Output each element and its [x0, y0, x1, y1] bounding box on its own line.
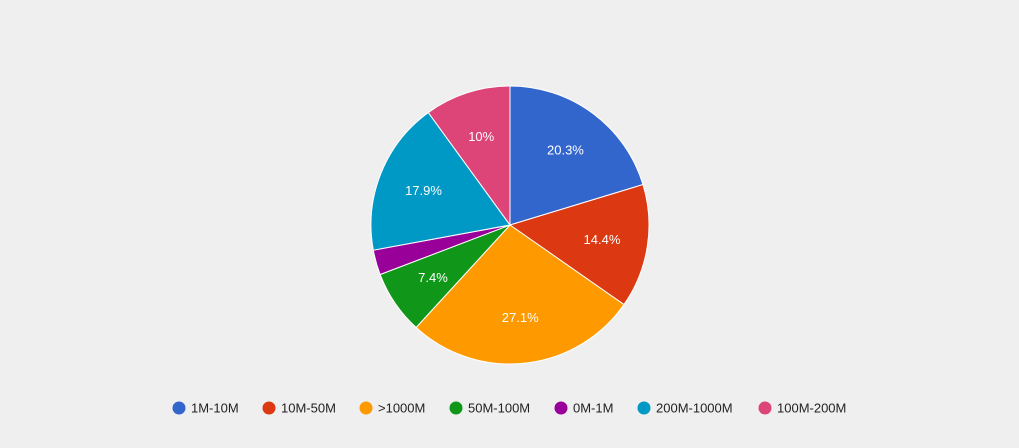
- slice-label-over-1000m: 27.1%: [502, 310, 539, 325]
- legend-label: 10M-50M: [281, 401, 336, 416]
- legend-item-200m-1000m[interactable]: 200M-1000M: [637, 401, 733, 416]
- pie-slice-10m-50m[interactable]: [508, 183, 650, 306]
- legend-swatch: [758, 401, 772, 415]
- legend-swatch: [449, 401, 463, 415]
- pie-slice-100m-200m[interactable]: [427, 85, 511, 227]
- pie-slice-over-1000m[interactable]: [415, 224, 625, 365]
- legend-swatch: [359, 401, 373, 415]
- legend-item-10m-50m[interactable]: 10M-50M: [262, 401, 336, 416]
- legend-swatch: [554, 401, 568, 415]
- legend-item-over-1000m[interactable]: >1000M: [359, 401, 426, 416]
- legend-label: 0M-1M: [573, 401, 613, 416]
- legend: 1M-10M 10M-50M >1000M 50M-100M 0M-1M 200M-100…: [172, 401, 847, 416]
- slice-label-50m-100m: 7.4%: [418, 270, 448, 285]
- slice-label-200m-1000m: 17.9%: [405, 183, 442, 198]
- pie-slice-labels: 20.3% 14.4% 27.1% 7.4% 17.9% 10%: [405, 129, 621, 325]
- legend-label: >1000M: [378, 401, 425, 416]
- pie-slice-200m-1000m[interactable]: [370, 111, 511, 251]
- slice-label-100m-200m: 10%: [468, 129, 494, 144]
- legend-item-50m-100m[interactable]: 50M-100M: [449, 401, 531, 416]
- legend-label: 200M-1000M: [656, 401, 733, 416]
- pie-slice-1m-10m[interactable]: [509, 85, 644, 226]
- legend-swatch: [262, 401, 276, 415]
- legend-label: 1M-10M: [191, 401, 239, 416]
- legend-item-0m-1m[interactable]: 0M-1M: [554, 401, 614, 416]
- slice-label-1m-10m: 20.3%: [547, 143, 584, 158]
- legend-swatch: [172, 401, 186, 415]
- legend-label: 100M-200M: [777, 401, 846, 416]
- legend-label: 50M-100M: [468, 401, 530, 416]
- slice-label-10m-50m: 14.4%: [584, 232, 621, 247]
- legend-swatch: [637, 401, 651, 415]
- legend-item-1m-10m[interactable]: 1M-10M: [172, 401, 239, 416]
- legend-item-100m-200m[interactable]: 100M-200M: [758, 401, 847, 416]
- pie-slices: [370, 85, 650, 365]
